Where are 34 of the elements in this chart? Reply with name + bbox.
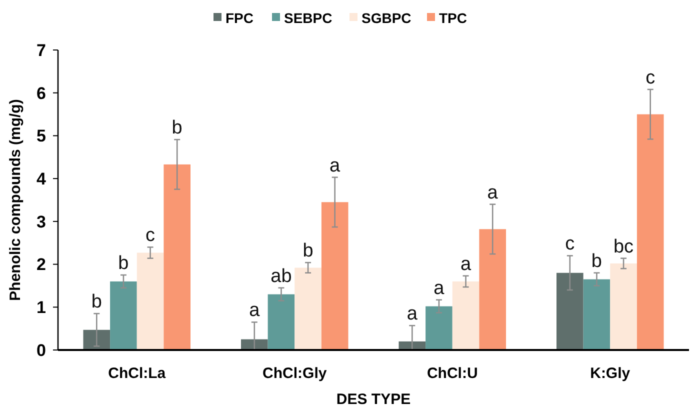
y-tick-label: 2 [36,255,46,274]
data-label: b [91,292,102,313]
y-tick-label: 7 [36,40,46,60]
data-label: c [646,67,656,88]
data-label: c [565,234,575,255]
y-tick-label: 6 [36,84,46,103]
data-label: a [249,300,260,322]
y-tick-label: 0 [36,340,46,360]
data-label: ab [270,266,292,287]
y-tick-label: 1 [36,298,46,318]
data-label: bc [613,236,634,258]
data-label: a [330,155,341,176]
x-axis-title: DES TYPE [336,391,411,408]
data-label: b [591,250,602,272]
data-label: b [172,118,182,139]
data-label: b [302,240,314,262]
y-tick-label: 4 [36,170,47,189]
y-tick-label: 3 [36,212,46,232]
y-tick-label: 5 [36,126,46,146]
legend-label: SGBPC [362,10,412,26]
data-label: a [434,278,445,299]
data-label: a [406,304,418,325]
x-tick-label: ChCl:La [108,365,166,382]
x-tick-label: ChCl:Gly [262,365,328,382]
data-label: a [487,182,498,204]
data-label: c [146,225,156,246]
legend-label: FPC [226,10,254,26]
legend-label: TPC [439,10,467,26]
x-tick-label: K:Gly [590,365,631,382]
legend-label: SEBPC [284,10,332,26]
data-label: b [118,253,129,274]
y-axis-title: Phenolic compounds (mg/g) [7,99,24,301]
data-label: a [460,254,472,275]
x-tick-label: ChCl:U [426,365,478,382]
